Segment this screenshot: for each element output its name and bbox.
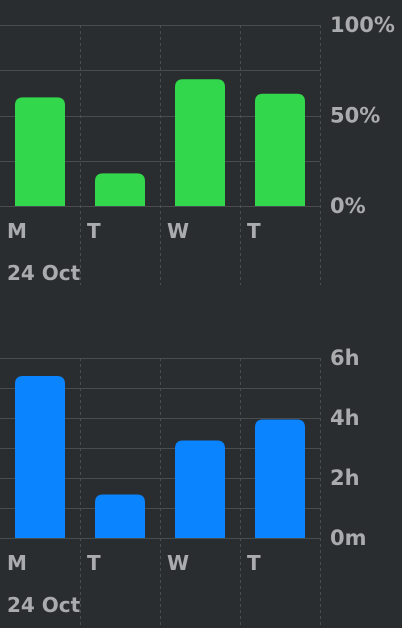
percentage-bar-chart: 0%50%100%M T W T24 Oct (0, 13, 395, 285)
bar-1[interactable] (95, 173, 145, 206)
bar-2[interactable] (175, 79, 225, 206)
x-tick-label: T (87, 219, 101, 243)
date-label: 24 Oct (7, 261, 81, 285)
x-tick-label: W (167, 551, 189, 575)
bar-3[interactable] (255, 419, 305, 539)
x-tick-label: T (87, 551, 101, 575)
bar-2[interactable] (175, 440, 225, 539)
x-tick-label: M (7, 219, 27, 243)
y-tick-label: 50% (330, 104, 380, 128)
x-tick-label: T (247, 219, 261, 243)
bar-1[interactable] (95, 494, 145, 539)
x-tick-label: T (247, 551, 261, 575)
bar-0[interactable] (15, 97, 65, 206)
x-tick-label: M (7, 551, 27, 575)
y-tick-label: 6h (330, 346, 360, 370)
x-tick-label: W (167, 219, 189, 243)
chart-percentage: 0% 50% 100% M T W T 24 Oct (0, 0, 402, 300)
bar-3[interactable] (255, 93, 305, 206)
y-tick-label: 2h (330, 466, 360, 490)
chart-duration: 0m 2h 4h 6h M T W T 24 Oct (0, 340, 402, 628)
date-label: 24 Oct (7, 593, 81, 617)
y-tick-label: 0% (330, 194, 366, 218)
y-tick-label: 0m (330, 526, 367, 550)
bar-0[interactable] (15, 376, 65, 538)
y-tick-label: 4h (330, 406, 360, 430)
y-tick-label: 100% (330, 13, 395, 37)
